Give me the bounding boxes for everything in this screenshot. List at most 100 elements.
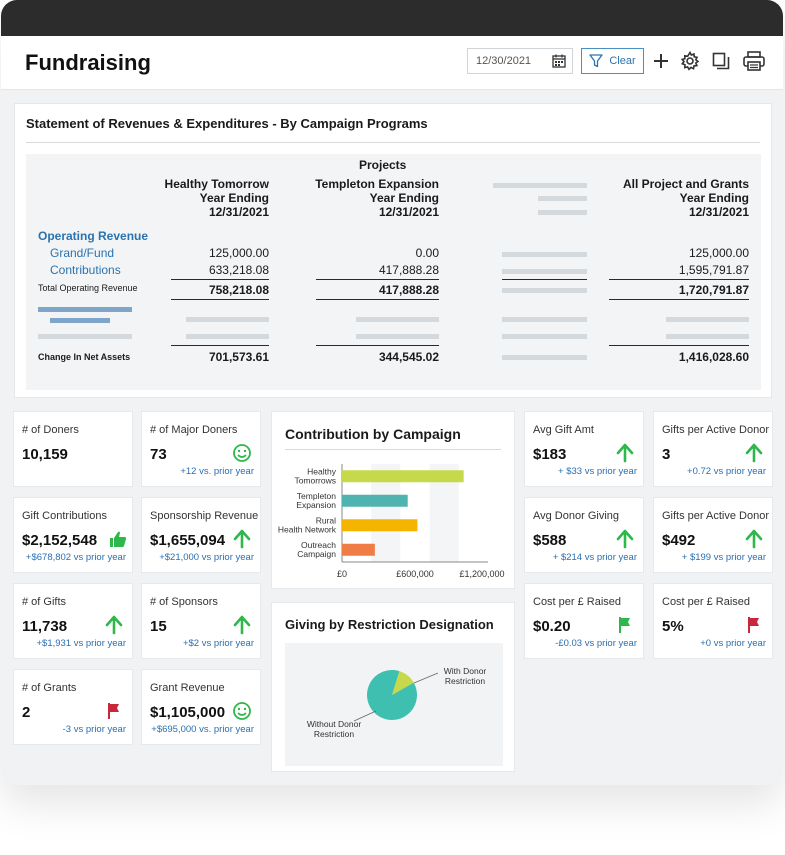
kpi-label: # of Sponsors — [150, 596, 218, 608]
placeholder-bar — [502, 269, 587, 274]
kpi-card-gifts[interactable]: # of Gifts 11,738 +$1,931 vs prior year — [13, 583, 133, 659]
placeholder-bar — [493, 183, 587, 188]
smiley-icon — [233, 702, 251, 720]
statement-title: Statement of Revenues & Expenditures - B… — [26, 116, 428, 131]
leader-line — [353, 710, 377, 722]
kpi-card-cost-per-raised[interactable]: Cost per £ Raised 5% +0 vs prior year — [653, 583, 773, 659]
kpi-label: Grant Revenue — [150, 682, 225, 694]
bar-mark — [342, 494, 408, 507]
add-icon[interactable] — [648, 48, 674, 74]
placeholder-bar — [666, 334, 749, 339]
slice-label: With Donor Restriction — [444, 666, 487, 686]
cell-value: 125,000.00 — [208, 246, 269, 260]
kpi-card-gifts-per-donor[interactable]: Gifts per Active Donor $492 + $199 vs pr… — [653, 497, 773, 573]
copy-icon[interactable] — [708, 48, 734, 74]
kpi-card-avg-donor-giving[interactable]: Avg Donor Giving $588 + $214 vs prior ye… — [524, 497, 644, 573]
flag-icon — [108, 703, 119, 719]
divider — [316, 279, 439, 280]
kpi-value: $1,105,000 — [150, 704, 226, 721]
clear-filter-button[interactable]: Clear — [581, 48, 644, 74]
cell-value: 417,888.28 — [378, 283, 439, 297]
cell-value: 0.00 — [415, 246, 439, 260]
cell-value: 417,888.28 — [378, 263, 439, 277]
kpi-delta: +0 vs prior year — [700, 638, 766, 649]
statement-panel: Statement of Revenues & Expenditures - B… — [14, 103, 772, 398]
arrow-up-icon — [616, 443, 634, 463]
category-label: Healthy Tomorrows — [294, 466, 336, 485]
calendar-icon[interactable] — [552, 54, 566, 68]
arrow-up-icon — [616, 529, 634, 549]
kpi-delta: + $214 vs prior year — [552, 552, 637, 563]
divider — [171, 279, 269, 280]
filter-icon — [589, 54, 603, 68]
arrow-up-icon — [233, 529, 251, 549]
kpi-card-avg-gift[interactable]: Avg Gift Amt $183 + $33 vs prior year — [524, 411, 644, 487]
kpi-value: 11,738 — [22, 618, 68, 635]
section-label: Operating Revenue — [38, 229, 149, 243]
cell-value: 633,218.08 — [208, 263, 269, 277]
divider — [285, 449, 501, 450]
kpi-delta: -3 vs prior year — [62, 724, 126, 735]
divider — [316, 299, 439, 300]
placeholder-bar — [502, 252, 587, 257]
column-header: All Project and Grants Year Ending 12/31… — [622, 177, 749, 219]
placeholder-bar — [502, 288, 587, 293]
row-label: Total Operating Revenue — [38, 283, 138, 293]
kpi-value: 15 — [150, 618, 167, 635]
divider — [502, 279, 587, 280]
app-window: Fundraising 12/30/2021 Clear — [1, 0, 783, 785]
print-icon[interactable] — [741, 48, 767, 74]
row-label: Grand/Fund — [50, 246, 115, 260]
column-header: Templeton Expansion Year Ending 12/31/20… — [315, 177, 439, 219]
pie-slice — [392, 671, 414, 695]
date-input[interactable]: 12/30/2021 — [467, 48, 573, 74]
kpi-delta: +$695,000 vs. prior year — [151, 724, 254, 735]
kpi-value: 10,159 — [22, 446, 68, 463]
kpi-label: Sponsorship Revenue — [150, 510, 259, 522]
kpi-card-cost-per-raised[interactable]: Cost per £ Raised $0.20 -£0.03 vs prior … — [524, 583, 644, 659]
flag-icon — [619, 617, 630, 633]
category-label: Outreach Campaign — [297, 540, 336, 559]
gear-icon[interactable] — [677, 48, 703, 74]
divider — [171, 345, 269, 346]
kpi-delta: +$678,802 vs prior year — [25, 552, 126, 563]
placeholder-bar — [502, 355, 587, 360]
thumbs-up-icon — [110, 531, 127, 547]
tick-label: £0 — [337, 569, 347, 579]
contribution-chart-panel: Contribution by Campaign Healthy Tomorrow… — [271, 411, 515, 589]
kpi-label: Gift Contributions — [22, 510, 107, 522]
tick-label: £1,200,000 — [459, 569, 504, 579]
kpi-label: # of Grants — [22, 682, 77, 694]
kpi-delta: +12 vs. prior year — [180, 466, 254, 477]
arrow-up-icon — [233, 615, 251, 635]
kpi-card-major-doners[interactable]: # of Major Doners 73 +12 vs. prior year — [141, 411, 261, 487]
kpi-value: 73 — [150, 446, 167, 463]
divider — [316, 345, 439, 346]
kpi-card-gifts-per-donor[interactable]: Gifts per Active Donor 3 +0.72 vs prior … — [653, 411, 773, 487]
kpi-card-sponsorship-revenue[interactable]: Sponsorship Revenue $1,655,094 +$21,000 … — [141, 497, 261, 573]
kpi-delta: +0.72 vs prior year — [687, 466, 766, 477]
kpi-card-grant-revenue[interactable]: Grant Revenue $1,105,000 +$695,000 vs. p… — [141, 669, 261, 745]
cell-value: 1,595,791.87 — [678, 263, 749, 277]
kpi-value: $588 — [533, 532, 567, 549]
leader-line — [413, 672, 439, 684]
kpi-delta: +$21,000 vs prior year — [159, 552, 254, 563]
kpi-card-doners[interactable]: # of Doners 10,159 — [13, 411, 133, 487]
kpi-card-gift-contributions[interactable]: Gift Contributions $2,152,548 +$678,802 … — [13, 497, 133, 573]
kpi-label: # of Major Doners — [150, 424, 238, 436]
divider — [609, 299, 749, 300]
kpi-value: $0.20 — [533, 618, 571, 635]
divider — [171, 299, 269, 300]
row-label: Contributions — [50, 263, 121, 277]
row-label: Change In Net Assets — [38, 352, 131, 362]
window-titlebar — [1, 0, 783, 36]
placeholder-bar — [502, 334, 587, 339]
kpi-card-grants[interactable]: # of Grants 2 -3 vs prior year — [13, 669, 133, 745]
bar-chart: Healthy Tomorrows Templeton Expansion Rural H… — [278, 464, 505, 579]
kpi-card-sponsors[interactable]: # of Sponsors 15 +$2 vs prior year — [141, 583, 261, 659]
arrow-up-icon — [745, 443, 763, 463]
kpi-value: 5% — [662, 618, 684, 635]
category-label: Templeton Expansion — [296, 491, 336, 510]
kpi-value: $492 — [662, 532, 696, 549]
flag-icon — [748, 617, 759, 633]
